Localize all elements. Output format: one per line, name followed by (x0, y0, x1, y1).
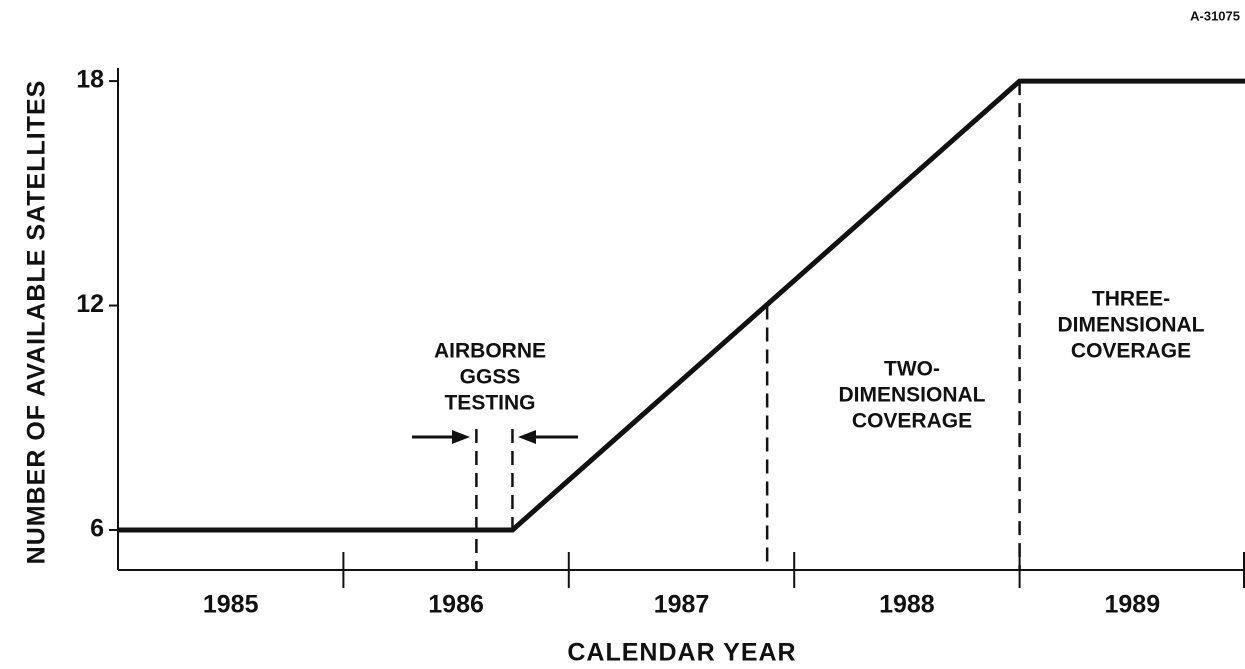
x-band-label: 1985 (203, 591, 259, 619)
y-axis-title: NUMBER OF AVAILABLE SATELLITES (23, 80, 51, 565)
x-band-label: 1988 (879, 591, 935, 619)
annotation: DIMENSIONAL (1058, 314, 1205, 337)
x-axis-title: CALENDAR YEAR (567, 639, 796, 667)
annotation: THREE- (1092, 288, 1170, 311)
line (118, 78, 1245, 533)
x-band-label: 1987 (654, 591, 710, 619)
figure-id: A-31075 (1190, 8, 1240, 23)
annotation: COVERAGE (1071, 340, 1191, 363)
x-band-label: 1989 (1104, 591, 1160, 619)
x-band-label: 1986 (428, 591, 484, 619)
arrows (412, 430, 578, 444)
y-tick-label: 18 (76, 66, 104, 94)
annotation: AIRBORNE (434, 340, 546, 363)
annotation: TWO- (884, 358, 940, 381)
annotation: GGSS (460, 366, 521, 389)
annotation: TESTING (444, 392, 535, 415)
annotation: COVERAGE (852, 410, 972, 433)
annotation: DIMENSIONAL (839, 384, 986, 407)
y-tick-label: 12 (76, 290, 104, 318)
y-tick-label: 6 (90, 515, 104, 543)
